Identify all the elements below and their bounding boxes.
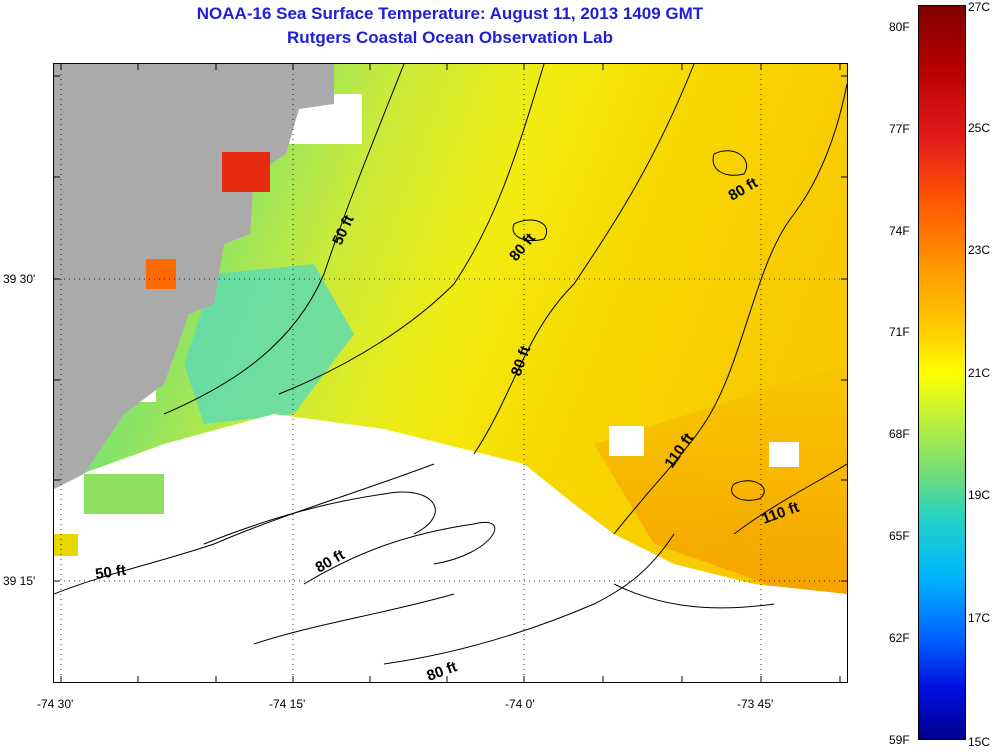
colorbar-f-label: 80F bbox=[889, 20, 910, 34]
colorbar-f-label: 65F bbox=[889, 529, 910, 543]
colorbar-c-label: 27C bbox=[968, 0, 991, 14]
warm-sst-region bbox=[594, 364, 847, 624]
latitude-label: 39 15' bbox=[3, 574, 36, 588]
colorbar-f-label: 59F bbox=[889, 733, 910, 747]
colorbar-c-label: 25C bbox=[968, 121, 991, 135]
hot-bay-region bbox=[146, 259, 176, 289]
chart-subtitle: Rutgers Coastal Ocean Observation Lab bbox=[287, 28, 613, 47]
colorbar-f-label: 71F bbox=[889, 325, 910, 339]
depth-label: 50 ft bbox=[94, 562, 127, 583]
hot-bay-region bbox=[222, 152, 270, 192]
colorbar-c-label: 23C bbox=[968, 243, 991, 257]
green-pixel bbox=[84, 474, 164, 514]
no-data-patch bbox=[769, 442, 799, 467]
sst-map[interactable]: 50 ft 80 ft 80 ft 80 ft 110 ft 110 ft 50… bbox=[53, 63, 848, 683]
colorbar-f-label: 74F bbox=[889, 224, 910, 238]
longitude-label: -73 45' bbox=[737, 697, 774, 711]
no-data-patch bbox=[609, 426, 644, 456]
longitude-label: -74 15' bbox=[269, 697, 306, 711]
colorbar-f-label: 77F bbox=[889, 122, 910, 136]
sst-map-canvas: 50 ft 80 ft 80 ft 80 ft 110 ft 110 ft 50… bbox=[54, 64, 847, 682]
longitude-label: -74 0' bbox=[505, 697, 535, 711]
latitude-label: 39 30' bbox=[3, 272, 36, 286]
cool-sst-region bbox=[184, 264, 354, 424]
colorbar-c-label: 15C bbox=[968, 735, 991, 749]
land-mass bbox=[54, 64, 334, 489]
axis-ticks bbox=[54, 64, 847, 682]
grid-lines bbox=[54, 64, 847, 682]
colorbar-f-label: 62F bbox=[889, 631, 910, 645]
chart-title: NOAA-16 Sea Surface Temperature: August … bbox=[196, 4, 704, 23]
colorbar-c-label: 21C bbox=[968, 366, 991, 380]
colorbar-c-label: 19C bbox=[968, 488, 991, 502]
no-data-region bbox=[54, 414, 847, 682]
longitude-label: -74 30' bbox=[37, 697, 74, 711]
colorbar-f-label: 68F bbox=[889, 427, 910, 441]
green-pixel bbox=[54, 534, 78, 556]
depth-contours bbox=[54, 64, 847, 665]
temperature-colorbar bbox=[918, 5, 966, 740]
colorbar-c-label: 17C bbox=[968, 611, 991, 625]
